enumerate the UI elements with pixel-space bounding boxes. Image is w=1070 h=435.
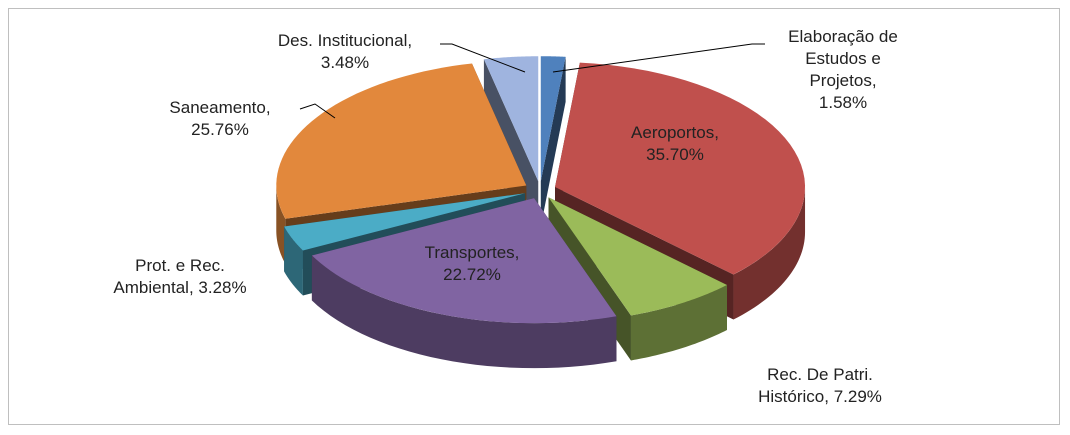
- slice-wall: [311, 255, 617, 369]
- slice-wall: [276, 185, 286, 264]
- leader-line: [440, 43, 526, 73]
- data-label: Elaboração de Estudos e Projetos, 1.58%: [778, 26, 908, 114]
- label-value: 25.76%: [191, 120, 249, 139]
- slice-top: [311, 198, 617, 324]
- data-label: Des. Institucional, 3.48%: [245, 30, 445, 74]
- label-value: 3.28%: [198, 278, 247, 297]
- slice-top: [483, 56, 539, 182]
- label-category: Aeroportos,: [631, 123, 719, 142]
- slice-top: [284, 193, 526, 251]
- pie: [276, 56, 806, 369]
- slice-top: [555, 62, 806, 275]
- data-label: Aeroportos, 35.70%: [605, 122, 745, 166]
- slice-top: [276, 63, 527, 219]
- label-category: Transportes,: [424, 243, 520, 262]
- data-label: Rec. De Patri. Histórico, 7.29%: [740, 364, 900, 408]
- leader-line: [299, 103, 336, 119]
- chart-border: [8, 8, 1060, 425]
- label-category: Elaboração de Estudos e Projetos,: [788, 27, 898, 90]
- label-value: 35.70%: [646, 145, 704, 164]
- label-category: Des. Institucional,: [277, 31, 413, 50]
- slice-wall: [630, 284, 727, 361]
- slice-wall: [284, 226, 303, 296]
- label-value: 3.48%: [320, 53, 370, 72]
- slice-top: [548, 197, 727, 316]
- slice-side: [540, 56, 566, 227]
- data-label: Saneamento, 25.76%: [150, 97, 290, 141]
- label-value: 7.29%: [833, 387, 882, 406]
- slice-top: [540, 56, 566, 182]
- label-category: Saneamento,: [169, 98, 271, 117]
- label-category: Rec. De Patri. Histórico,: [758, 365, 873, 406]
- data-label: Prot. e Rec. Ambiental, 3.28%: [100, 255, 260, 299]
- slice: [540, 56, 566, 227]
- slice: [311, 198, 617, 369]
- label-value: 22.72%: [443, 265, 501, 284]
- label-value: 1.58%: [818, 93, 868, 112]
- leader-line: [552, 43, 765, 73]
- data-label: Transportes, 22.72%: [402, 242, 542, 286]
- slice-wall: [733, 187, 806, 320]
- label-category: Prot. e Rec. Ambiental,: [113, 256, 225, 297]
